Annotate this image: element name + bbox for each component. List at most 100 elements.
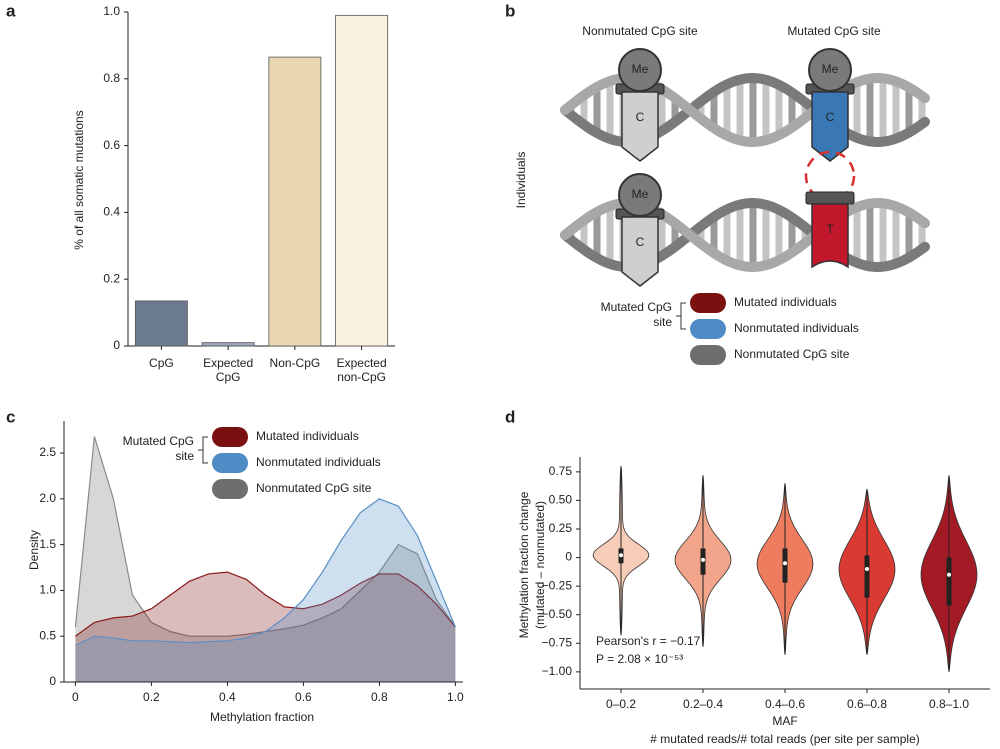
y-axis-label: (mutated – nonmutated) [533, 501, 547, 629]
box [864, 555, 870, 598]
box [782, 548, 788, 583]
base-label: T [826, 222, 834, 236]
legend-group: Mutated CpG site [123, 434, 195, 463]
y-tick-label: 2.5 [39, 445, 56, 459]
y-tick-label: 0.8 [103, 71, 120, 85]
x-tick-label: 0.6 [295, 690, 312, 704]
legend-label: Nonmutated CpG site [734, 347, 850, 361]
holder [805, 191, 855, 205]
density-line [75, 498, 456, 646]
x-tick-label: 0.4 [219, 690, 236, 704]
y-tick-label: −0.50 [542, 607, 573, 621]
y-tick-label: 0.75 [549, 464, 573, 478]
y-tick-label: −0.75 [542, 635, 573, 649]
x-tick-label: CpG [149, 356, 174, 370]
side-label: Individuals [514, 152, 528, 209]
site-label: Nonmutated CpG site [582, 24, 698, 38]
median [619, 553, 623, 558]
density-area [75, 436, 456, 682]
bar [268, 56, 322, 347]
y-axis-label: Density [27, 530, 41, 570]
y-tick-label: 1.0 [103, 4, 120, 18]
base-label: C [636, 110, 645, 124]
bar [134, 300, 188, 347]
annotation: P = 2.08 × 10⁻⁵³ [596, 652, 683, 666]
panel-letter: b [505, 1, 515, 20]
median [701, 557, 705, 562]
box [946, 557, 952, 606]
x-tick-label: 0.2–0.4 [683, 697, 723, 711]
legend-group: Mutated CpG site [601, 300, 673, 329]
legend-swatch [212, 427, 248, 447]
annotation: Pearson's r = −0.17 [596, 634, 701, 648]
base [811, 91, 849, 162]
y-tick-label: 0.4 [103, 205, 120, 219]
y-tick-label: 0.2 [103, 271, 120, 285]
x-tick-label: 0–0.2 [606, 697, 636, 711]
median [783, 561, 787, 566]
x-tick-label: 0.8 [371, 690, 388, 704]
legend-label: Nonmutated individuals [734, 321, 859, 335]
x-axis-label: Methylation fraction [210, 710, 314, 724]
site-label: Mutated CpG site [787, 24, 881, 38]
x-tick-label: 0.6–0.8 [847, 697, 887, 711]
y-tick-label: 0.50 [549, 493, 573, 507]
base-label: C [636, 235, 645, 249]
y-tick-label: 2.0 [39, 491, 56, 505]
y-tick-label: 0 [113, 338, 120, 352]
legend-label: Nonmutated individuals [256, 455, 381, 469]
x-tick-label: 0 [72, 690, 79, 704]
legend-label: Nonmutated CpG site [256, 481, 372, 495]
x-tick-label: Expected CpG [203, 356, 253, 384]
legend-swatch [212, 453, 248, 473]
base-label: C [826, 110, 835, 124]
y-tick-label: −1.00 [542, 664, 573, 678]
x-tick-label: Expected non-CpG [337, 356, 387, 384]
y-tick-label: −0.25 [542, 578, 573, 592]
methyl-label: Me [632, 62, 649, 76]
legend-label: Mutated individuals [256, 429, 359, 443]
median [947, 572, 951, 577]
base [811, 203, 849, 269]
y-tick-label: 0 [565, 550, 572, 564]
base [621, 216, 659, 287]
panel-letter: a [6, 1, 16, 20]
y-tick-label: 0.25 [549, 521, 573, 535]
density-area [75, 498, 456, 682]
methyl [618, 48, 662, 92]
legend-swatch [690, 293, 726, 313]
panel-letter: c [6, 407, 15, 426]
median [865, 567, 869, 571]
x-tick-label: 0.4–0.6 [765, 697, 805, 711]
x-axis-label: MAF [772, 714, 797, 728]
y-axis-label: % of all somatic mutations [72, 110, 86, 249]
legend-swatch [212, 479, 248, 499]
bar [201, 342, 255, 347]
density-area [75, 572, 456, 682]
y-tick-label: 0 [49, 674, 56, 688]
legend-label: Mutated individuals [734, 295, 837, 309]
y-axis-label: Methylation fraction change [517, 491, 531, 638]
x-tick-label: 0.8–1.0 [929, 697, 969, 711]
methyl-label: Me [822, 62, 839, 76]
methyl [618, 173, 662, 217]
base [621, 91, 659, 162]
x-axis-label: # mutated reads/# total reads (per site … [650, 732, 919, 746]
legend-swatch [690, 319, 726, 339]
methyl [808, 48, 852, 92]
y-tick-label: 1.0 [39, 583, 56, 597]
x-tick-label: Non-CpG [270, 356, 321, 370]
methyl-label: Me [632, 187, 649, 201]
density-line [75, 571, 456, 637]
bar [335, 14, 389, 347]
y-tick-label: 1.5 [39, 537, 56, 551]
x-tick-label: 1.0 [447, 690, 464, 704]
legend-bracket [676, 302, 686, 330]
x-tick-label: 0.2 [143, 690, 160, 704]
panel-letter: d [505, 407, 515, 426]
legend-swatch [690, 345, 726, 365]
y-tick-label: 0.6 [103, 138, 120, 152]
y-tick-label: 0.5 [39, 628, 56, 642]
legend-bracket [198, 436, 208, 464]
